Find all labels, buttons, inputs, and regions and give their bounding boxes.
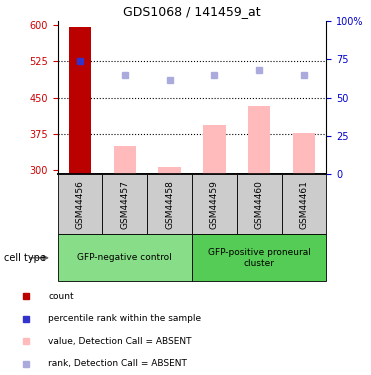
Text: GSM44460: GSM44460 <box>255 180 264 229</box>
Bar <box>237 174 282 234</box>
Text: rank, Detection Call = ABSENT: rank, Detection Call = ABSENT <box>48 359 187 368</box>
Bar <box>192 234 326 281</box>
Bar <box>158 167 181 174</box>
Bar <box>282 174 326 234</box>
Text: GSM44459: GSM44459 <box>210 180 219 229</box>
Text: GFP-negative control: GFP-negative control <box>78 254 172 262</box>
Bar <box>203 125 226 174</box>
Bar <box>58 234 192 281</box>
Text: count: count <box>48 292 74 301</box>
Bar <box>147 174 192 234</box>
Text: value, Detection Call = ABSENT: value, Detection Call = ABSENT <box>48 337 192 346</box>
Bar <box>102 174 147 234</box>
Bar <box>248 106 270 174</box>
Title: GDS1068 / 141459_at: GDS1068 / 141459_at <box>123 5 261 18</box>
Text: GSM44456: GSM44456 <box>75 180 85 229</box>
Text: GSM44458: GSM44458 <box>165 180 174 229</box>
Text: cell type: cell type <box>4 253 46 263</box>
Text: GFP-positive proneural
cluster: GFP-positive proneural cluster <box>208 248 311 267</box>
Bar <box>293 133 315 174</box>
Bar <box>69 27 91 174</box>
Bar <box>114 146 136 174</box>
Bar <box>192 174 237 234</box>
Bar <box>58 174 102 234</box>
Text: GSM44457: GSM44457 <box>120 180 129 229</box>
Text: GSM44461: GSM44461 <box>299 180 309 229</box>
Text: percentile rank within the sample: percentile rank within the sample <box>48 314 201 323</box>
